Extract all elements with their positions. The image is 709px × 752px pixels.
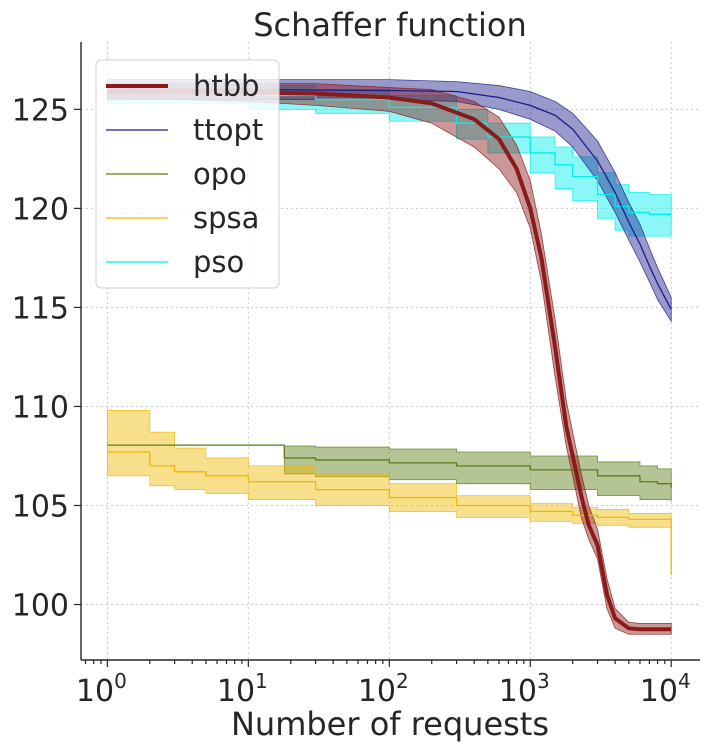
band-ttopt	[106, 79, 672, 323]
y-tick-label: 115	[12, 291, 69, 326]
x-tick-label: 101	[217, 669, 268, 709]
legend-frame	[95, 59, 280, 289]
x-axis-label: Number of requests	[231, 705, 549, 743]
y-tick-label: 100	[12, 589, 69, 624]
y-tick-label: 105	[12, 490, 69, 525]
x-tick-label: 103	[499, 669, 550, 709]
y-tick-label: 110	[12, 390, 69, 425]
legend-label-opo: opo	[193, 157, 247, 191]
legend-label-pso: pso	[193, 245, 244, 279]
series-lines	[107, 88, 672, 632]
x-tick-label: 104	[640, 669, 691, 709]
legend-label-htbb: htbb	[193, 69, 260, 103]
y-tick-label: 120	[12, 192, 69, 227]
line-htbb	[107, 89, 672, 632]
y-axis-ticks: 100 105 110 115 120 125	[12, 93, 81, 624]
x-axis-ticks: 100 101 102 103 104	[76, 660, 691, 709]
y-tick-label: 125	[12, 93, 69, 128]
x-tick-label: 102	[358, 669, 409, 709]
grid	[81, 42, 700, 660]
x-tick-label: 100	[76, 669, 127, 709]
axes	[80, 42, 700, 661]
line-ttopt	[107, 88, 672, 310]
line-opo	[107, 444, 672, 488]
line-spsa	[107, 451, 672, 575]
legend-label-ttopt: ttopt	[193, 113, 263, 147]
legend-label-spsa: spsa	[193, 201, 259, 235]
line-pso	[107, 90, 672, 215]
legend: htbb ttopt opo spsa pso	[95, 59, 280, 289]
chart-title: Schaffer function	[253, 6, 527, 44]
band-htbb	[106, 83, 672, 635]
